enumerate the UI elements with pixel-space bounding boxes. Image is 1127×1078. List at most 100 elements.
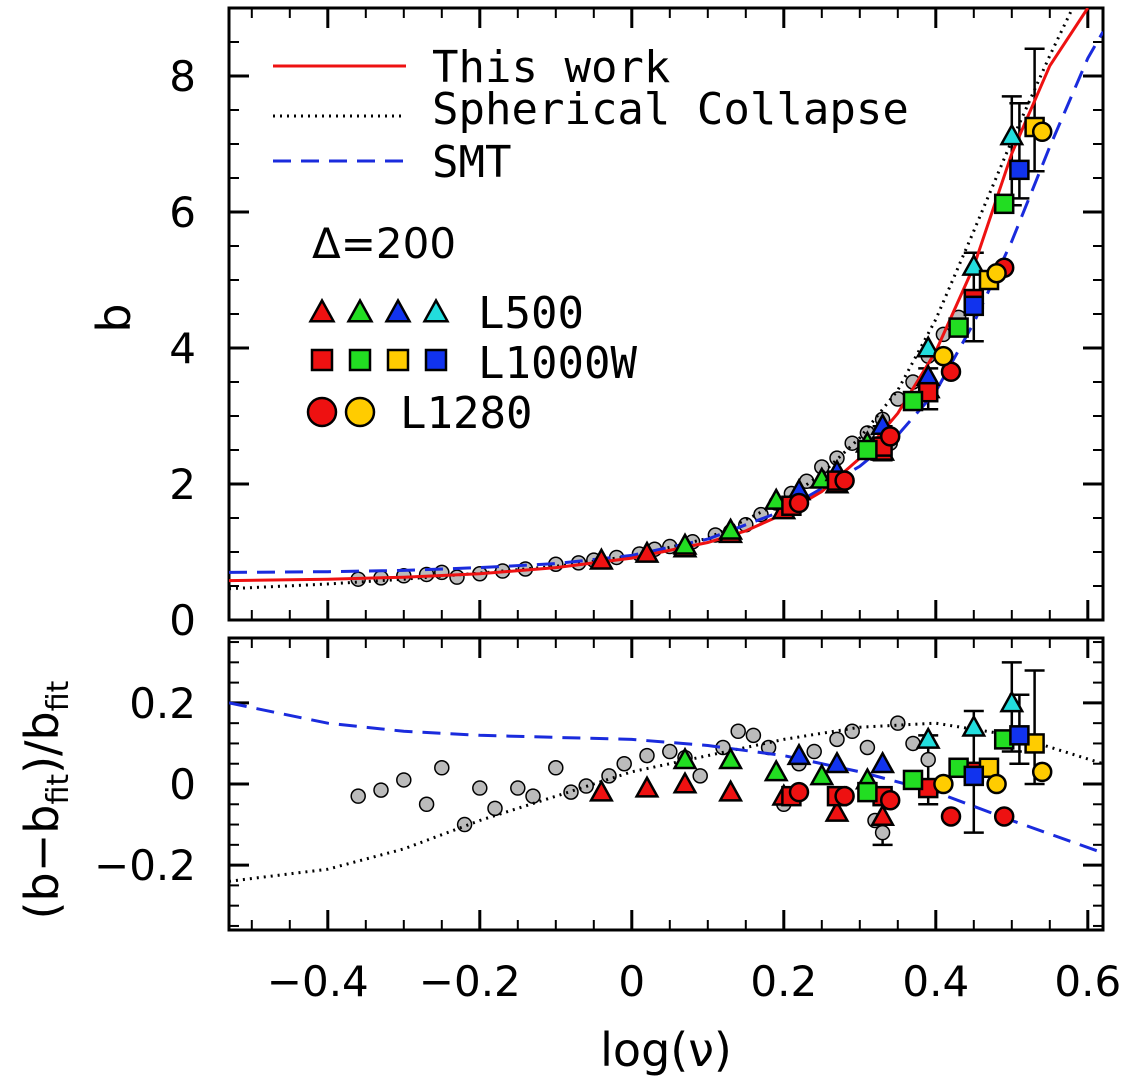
y-tick-label: 0 [169,760,196,809]
legend-label-l1280: L1280 [400,388,532,439]
legend-label-l1000w: L1000W [478,338,637,389]
gray-point [434,760,450,776]
data-point-l500 [672,532,698,555]
legend-marker-l1000w [348,348,372,372]
gray-point [662,743,678,760]
gray-point [373,782,389,798]
data-point-l1000w [902,769,924,791]
data-point-l500 [961,714,987,737]
data-point-l1280 [1031,761,1053,783]
bottom-y-axis-title: (b−bfit)/bfit [15,680,76,919]
gray-point [510,780,526,796]
data-point-l500 [718,779,744,802]
data-point-l500 [672,771,698,794]
legend-marker-l1000w [310,348,334,372]
gray-point [859,739,876,756]
data-point-l1280 [834,785,855,807]
y-tick-label: 0 [169,596,196,645]
gray-point [692,768,708,784]
gray-point [525,788,541,804]
x-tick-label: 0.2 [750,957,817,1006]
legend-label-this-work: This work [432,42,670,93]
data-point-l500 [915,726,941,749]
data-point-l500 [763,758,789,782]
gray-point [639,747,655,764]
data-point-l1280 [986,773,1007,795]
data-point-l500 [588,779,614,802]
data-point-l500 [999,689,1025,713]
data-point-l1000w [857,781,878,803]
data-point-l1000w [902,390,924,412]
gray-point [890,715,906,731]
smt-line [229,701,1103,855]
data-point-l500 [809,762,835,786]
bottom-y-tick-labels: −0.2 0 0.2 [94,679,196,890]
legend-markers [306,297,450,428]
data-point-l500 [634,775,660,798]
data-point-l1280 [933,345,954,367]
y-tick-label: 2 [169,460,196,509]
data-point-l1280 [933,773,954,795]
legend-marker-l500 [422,297,450,323]
x-tick-label: −0.4 [267,957,369,1006]
smt-line [229,31,1103,574]
data-point-l1000w [1009,159,1030,181]
data-point-l500 [915,335,941,358]
gray-point [844,723,860,740]
legend-label-smt: SMT [432,137,511,188]
data-point-l1280 [788,781,810,803]
gray-point [456,816,473,833]
gray-point [806,743,822,760]
data-point-l1280 [1031,121,1053,143]
data-point-l1280 [879,426,901,447]
data-point-l500 [824,750,850,774]
x-tick-labels: −0.4 −0.2 0 0.2 0.4 0.6 [267,957,1121,1006]
y-tick-label: −0.2 [94,841,196,890]
data-point-l1000w [857,439,878,461]
top-y-axis-title: b [87,303,141,332]
legend-marker-l1280 [306,396,338,428]
data-point-l500 [634,540,660,563]
legend-marker-l500 [308,297,336,323]
legend-label-spherical-collapse: Spherical Collapse [432,84,909,135]
x-tick-label: 0 [618,957,645,1006]
gray-point [396,772,412,788]
data-point-l1280 [993,806,1015,827]
gray-point [548,760,564,776]
data-point-l1000w [993,193,1015,215]
delta-annotation: Δ=200 [312,219,456,268]
gray-point [616,755,632,772]
spherical-collapse-line [229,8,1074,591]
gray-point [730,723,746,740]
top-y-tick-labels: 0 2 4 6 8 [169,52,196,645]
gray-point [601,768,617,784]
legend-marker-l1000w [386,348,410,372]
data-point-l1280 [940,806,962,827]
data-point-l1000w [963,295,985,317]
data-point-l500 [672,746,698,770]
gray-point [874,824,891,841]
legend-marker-l500 [346,297,374,323]
legend-marker-l1280 [344,396,376,428]
legend-marker-l1000w [424,348,448,372]
data-point-l500 [718,517,744,540]
x-tick-label: 0.4 [902,957,969,1006]
top-panel-ticks [229,7,1103,622]
data-point-l500 [870,750,896,774]
data-point-l500 [718,746,744,770]
data-point-l500 [870,803,896,826]
data-point-l500 [824,799,850,822]
gray-point [449,569,465,585]
data-point-l1280 [879,789,901,811]
gray-point [563,784,579,800]
y-tick-label: 0.2 [129,679,196,728]
data-point-l1000w [963,765,985,787]
bottom-plot-area [229,661,1103,883]
x-axis-title: log(ν) [600,1023,732,1077]
gray-point [829,731,845,748]
y-tick-label: 6 [169,188,196,237]
x-tick-label: 0.6 [1054,957,1121,1006]
data-point-l1000w [948,317,969,338]
data-point-l1280 [834,470,855,491]
